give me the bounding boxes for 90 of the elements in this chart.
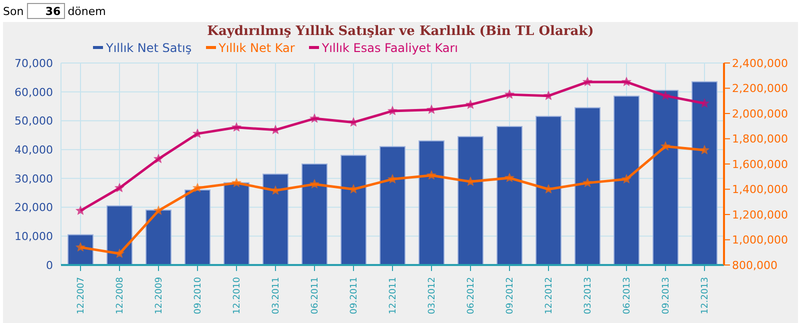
- y2-tick-label: 1,400,000: [732, 183, 788, 196]
- y-tick-label: 30,000: [14, 172, 53, 186]
- legend-label: Yıllık Net Satış: [105, 41, 192, 55]
- number-field: 36: [26, 3, 65, 19]
- x-tick-label: 06.2012: [466, 277, 476, 314]
- y-tick-label: 20,000: [14, 201, 53, 214]
- point: [310, 114, 319, 122]
- point: [232, 178, 241, 187]
- bar: [340, 154, 367, 265]
- point: [505, 90, 514, 98]
- point: [622, 174, 631, 183]
- y2-tick-label: 1,200,000: [732, 208, 788, 222]
- y2-tick-label: 1,600,000: [732, 158, 788, 171]
- x-tick-label: 09.2012: [506, 277, 516, 314]
- point: [115, 249, 124, 258]
- x-tick-label: 06.2013: [622, 277, 632, 314]
- point: [583, 77, 592, 86]
- y-tick-label: 10,000: [14, 230, 53, 244]
- point: [349, 118, 358, 126]
- y2-tick-label: 2,200,000: [732, 82, 788, 96]
- y-tick-label: 60,000: [14, 86, 53, 99]
- x-tick-label: 09.2010: [194, 276, 204, 314]
- legend-label: Yıllık Net Kar: [218, 41, 295, 55]
- bar: [68, 234, 94, 265]
- x-tick-label: 06.2011: [310, 277, 320, 314]
- point: [661, 142, 670, 150]
- x-tick-label: 03.2011: [272, 277, 282, 314]
- x-tick-label: 03.2013: [584, 277, 594, 314]
- point: [76, 206, 85, 214]
- y-tick-label: 50,000: [14, 114, 53, 128]
- bar: [458, 136, 484, 265]
- x-tick-label: 12.2011: [388, 277, 398, 314]
- point: [544, 91, 553, 100]
- point: [427, 170, 436, 180]
- y2-tick-label: 2,000,000: [732, 107, 788, 120]
- y2-tick-label: 1,800,000: [732, 132, 788, 146]
- x-tick-label: 03.2012: [428, 277, 438, 314]
- point: [661, 91, 670, 100]
- x-tick-label: 12.2012: [544, 277, 554, 314]
- point: [349, 184, 358, 193]
- bar: [184, 189, 211, 265]
- bar: [262, 174, 289, 265]
- text: dönem: [68, 4, 106, 18]
- y-tick-label: 70,000: [14, 56, 53, 70]
- point: [466, 177, 475, 186]
- point: [193, 183, 202, 192]
- y2-tick-label: 2,400,000: [732, 56, 788, 70]
- point: [388, 106, 397, 115]
- bar: [106, 205, 133, 265]
- bar: [302, 164, 328, 265]
- y-tick-label: 40,000: [14, 143, 53, 156]
- x-tick-label: 09.2011: [350, 277, 360, 314]
- bar: [652, 90, 679, 265]
- text: Son: [3, 4, 24, 18]
- point: [193, 129, 202, 138]
- point: [700, 146, 709, 154]
- point: [271, 125, 280, 134]
- point: [310, 180, 319, 188]
- point: [427, 105, 436, 114]
- bar: [496, 126, 523, 265]
- point: [622, 77, 631, 86]
- point: [232, 122, 241, 132]
- point: [700, 98, 709, 108]
- bar: [614, 96, 640, 265]
- point: [583, 178, 592, 187]
- bar: [418, 140, 445, 265]
- bar: [224, 182, 250, 265]
- point: [388, 174, 397, 183]
- x-tick-label: 12.2007: [76, 277, 86, 314]
- bar: [536, 116, 562, 265]
- chart-title: Kaydırılmış Yıllık Satışlar ve Karlılık (Bin TL Olarak): [206, 23, 595, 41]
- bar: [692, 81, 718, 265]
- point: [115, 183, 124, 192]
- x-tick-label: 09.2013: [662, 277, 672, 314]
- bar: [146, 210, 172, 265]
- point: [505, 173, 514, 182]
- bar: [380, 146, 406, 265]
- point: [154, 206, 163, 214]
- y-tick-label: 0: [46, 258, 53, 272]
- x-tick-label: 12.2010: [232, 276, 242, 314]
- bar: [574, 107, 601, 265]
- point: [154, 154, 163, 163]
- y2-tick-label: 800,000: [732, 258, 778, 272]
- x-tick-label: 12.2013: [700, 277, 710, 314]
- legend-label: Yıllık Esas Faaliyet Karı: [320, 41, 458, 55]
- y2-tick-label: 1,000,000: [732, 234, 788, 247]
- point: [271, 186, 280, 194]
- x-tick-label: 12.2008: [116, 276, 126, 314]
- x-tick-label: 12.2009: [154, 276, 164, 314]
- point: [544, 184, 553, 193]
